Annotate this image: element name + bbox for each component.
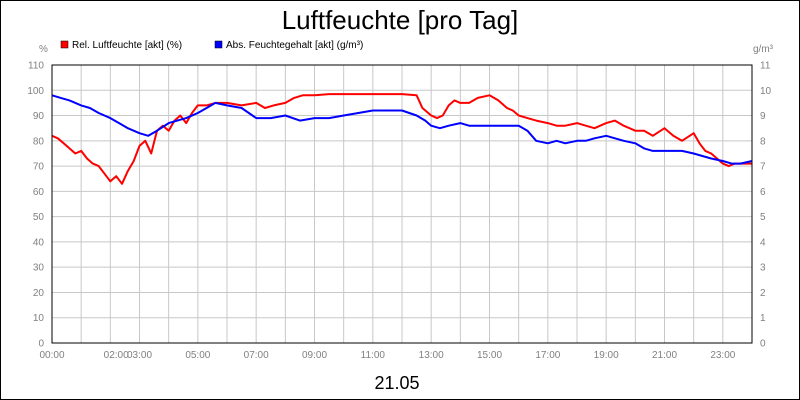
x-tick-label: 02:00 xyxy=(104,350,129,361)
x-axis-date-label: 21.05 xyxy=(374,373,419,393)
x-tick-label: 17:00 xyxy=(535,350,560,361)
y-left-tick-label: 100 xyxy=(27,86,44,97)
y-right-tick-label: 8 xyxy=(760,136,766,147)
legend-label-rel-humidity: Rel. Luftfeuchte [akt] (%) xyxy=(72,40,182,51)
y-right-tick-label: 3 xyxy=(760,263,766,274)
x-tick-label: 03:00 xyxy=(127,350,152,361)
grid xyxy=(51,64,753,344)
y-right-tick-label: 7 xyxy=(760,162,766,173)
y-right-unit-label: g/m³ xyxy=(753,44,774,55)
x-tick-label: 05:00 xyxy=(185,350,210,361)
y-left-tick-label: 30 xyxy=(33,263,45,274)
chart-title: Luftfeuchte [pro Tag] xyxy=(282,5,519,35)
y-left-tick-label: 70 xyxy=(33,162,45,173)
x-tick-label: 09:00 xyxy=(302,350,327,361)
y-left-tick-label: 90 xyxy=(33,111,45,122)
x-tick-label: 13:00 xyxy=(419,350,444,361)
y-right-tick-label: 9 xyxy=(760,111,766,122)
y-left-tick-label: 20 xyxy=(33,288,45,299)
x-tick-label: 15:00 xyxy=(477,350,502,361)
y-left-tick-label: 110 xyxy=(28,61,44,72)
y-left-tick-label: 10 xyxy=(33,313,45,324)
y-left-tick-label: 80 xyxy=(33,136,45,147)
legend: Rel. Luftfeuchte [akt] (%) Abs. Feuchteg… xyxy=(60,40,363,51)
y-left-tick-label: 60 xyxy=(33,187,45,198)
y-right-tick-label: 1 xyxy=(760,313,766,324)
x-tick-label: 21:00 xyxy=(652,350,677,361)
y-right-tick-label: 0 xyxy=(760,339,766,350)
x-tick-label: 07:00 xyxy=(244,350,269,361)
legend-label-abs-humidity: Abs. Feuchtegehalt [akt] (g/m³) xyxy=(226,40,363,51)
series-lines xyxy=(51,93,753,185)
plot-border xyxy=(51,64,753,344)
x-tick-label: 11:00 xyxy=(361,350,386,361)
y-right-tick-label: 2 xyxy=(760,288,766,299)
y-right-tick-label: 10 xyxy=(760,86,772,97)
y-right-tick-label: 4 xyxy=(760,237,766,248)
series-line-rel-humidity xyxy=(51,93,752,185)
y-left-unit-label: % xyxy=(39,44,48,55)
y-right-tick-label: 6 xyxy=(760,187,766,198)
axes: 0 10 20 30 40 50 60 70 80 90 100 110 0 1 2 3 4 5 6 7 8 9 10 11 0… xyxy=(27,61,771,362)
y-right-tick-label: 5 xyxy=(760,212,766,223)
x-tick-label: 23:00 xyxy=(710,350,735,361)
y-left-tick-label: 40 xyxy=(33,237,45,248)
y-left-tick-label: 0 xyxy=(38,339,44,350)
x-tick-label: 00:00 xyxy=(39,350,64,361)
legend-swatch-rel-humidity xyxy=(60,40,69,49)
x-tick-label: 19:00 xyxy=(594,350,619,361)
y-left-tick-label: 50 xyxy=(33,212,45,223)
series-line-abs-humidity xyxy=(51,94,753,165)
legend-swatch-abs-humidity xyxy=(214,40,223,49)
y-right-tick-label: 11 xyxy=(760,61,771,72)
